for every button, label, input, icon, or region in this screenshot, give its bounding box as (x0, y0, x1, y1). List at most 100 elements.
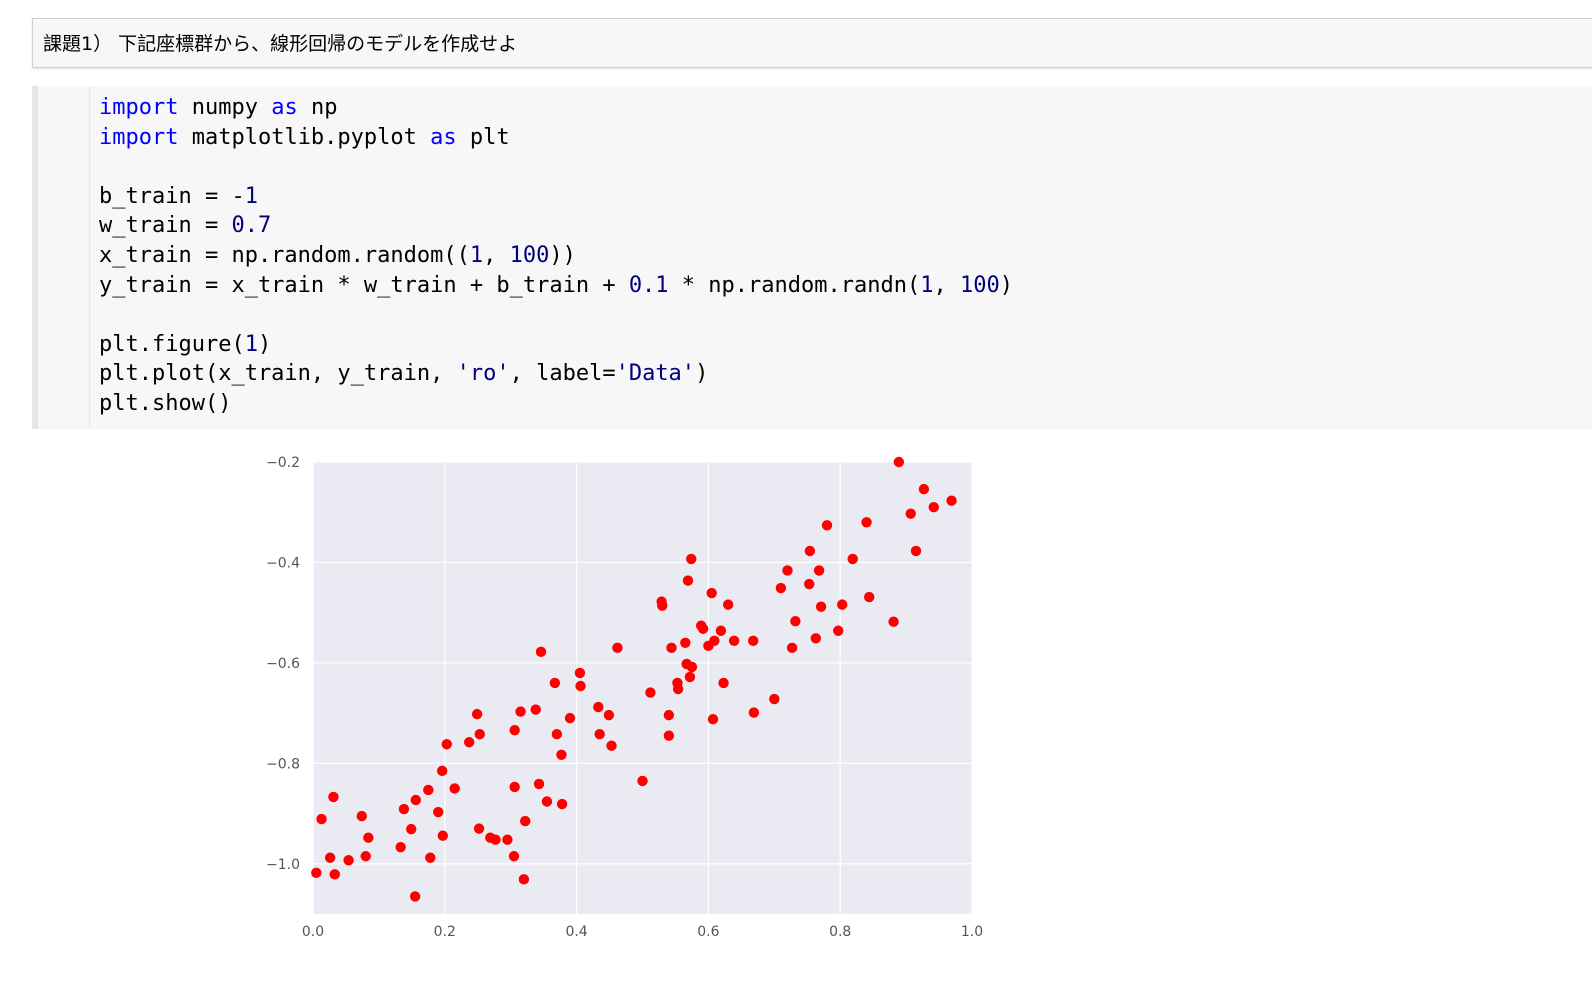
data-point (769, 693, 780, 705)
code-token: )) (549, 242, 576, 268)
code-token: y_train = x_train * w_train + b_train + (99, 272, 629, 298)
data-point (748, 707, 760, 718)
code-editor[interactable]: import numpy as np import matplotlib.pypl… (99, 93, 1013, 419)
code-token: ) (695, 361, 709, 387)
data-point (680, 637, 691, 648)
code-token: 1 (244, 331, 258, 357)
scatter-plot: 0.0 0.2 0.4 0.6 0.8 1.0 −0.2 −0.4 −0.6 −0.8 −1.0 (266, 455, 983, 940)
data-point (519, 815, 531, 827)
data-point (804, 545, 816, 557)
code-line: plt.figure(1) (99, 330, 1013, 360)
data-point (863, 591, 875, 603)
markdown-cell[interactable]: 課題1） 下記座標群から、線形回帰のモデルを作成せよ (32, 18, 1592, 68)
data-point (395, 842, 406, 853)
code-token: plt.show() (99, 390, 232, 416)
data-point (606, 740, 617, 751)
data-point (556, 749, 567, 760)
code-token: 'Data' (615, 361, 696, 387)
data-point (515, 706, 526, 717)
data-point (363, 832, 374, 843)
data-point (815, 601, 827, 612)
data-point (433, 806, 444, 818)
data-point (928, 502, 939, 513)
code-cell[interactable]: import numpy as np import matplotlib.pypl… (32, 86, 1592, 429)
code-token: ) (999, 272, 1013, 298)
data-point (718, 677, 729, 689)
code-line: plt.plot(x_train, y_train, 'ro', label='… (99, 359, 1013, 389)
data-point (645, 687, 656, 698)
data-point (786, 642, 798, 654)
code-token: import (99, 124, 179, 150)
code-token: , label= (509, 361, 616, 387)
data-point (804, 578, 815, 590)
x-tick-label: 0.8 (829, 924, 851, 940)
data-point (574, 667, 586, 679)
code-token: numpy (178, 95, 272, 120)
output-plot: 0.0 0.2 0.4 0.6 0.8 1.0 −0.2 −0.4 −0.6 −0.8 −1.0 (0, 432, 1000, 952)
code-token: , (933, 272, 960, 298)
code-token: ) (257, 331, 272, 357)
code-token: 1 (469, 242, 484, 268)
code-token: , (483, 242, 510, 268)
code-line: y_train = x_train * w_train + b_train + … (99, 271, 1013, 301)
grid-lines (312, 461, 973, 914)
data-point (663, 730, 675, 741)
code-token: plt (456, 124, 510, 150)
data-point (821, 520, 833, 531)
code-token: np (297, 95, 338, 120)
data-point (328, 791, 339, 803)
data-point (905, 508, 916, 519)
y-tick-label: −0.6 (266, 656, 300, 672)
data-point (748, 635, 759, 646)
data-point (535, 646, 547, 658)
data-point (657, 600, 668, 611)
code-token: matplotlib.pyplot (178, 124, 431, 150)
data-point (441, 739, 452, 750)
code-token: b_train = - (99, 183, 245, 209)
data-point (888, 616, 899, 627)
code-token: plt.figure( (99, 331, 245, 357)
y-tick-label: −0.2 (266, 455, 300, 471)
code-line (99, 152, 1013, 182)
data-point (533, 778, 545, 790)
code-token: * np.random.randn( (668, 272, 921, 298)
data-point (556, 798, 568, 810)
data-point (575, 680, 586, 692)
code-line: plt.show() (99, 389, 1013, 419)
data-point (663, 709, 675, 721)
data-point (425, 852, 436, 863)
data-point (728, 635, 740, 646)
data-point (311, 867, 322, 879)
data-points (311, 456, 957, 902)
code-token: 'ro' (456, 361, 510, 387)
data-point (813, 565, 825, 576)
code-token: 1 (920, 272, 934, 298)
data-point (706, 587, 717, 599)
code-token: 0.7 (231, 213, 272, 239)
plot-area (313, 462, 972, 914)
data-point (893, 456, 905, 468)
prompt-gutter-divider (89, 86, 90, 429)
data-point (437, 830, 449, 841)
data-point (847, 553, 858, 565)
data-point (509, 724, 520, 736)
data-point (509, 781, 520, 793)
data-point (436, 765, 448, 777)
x-tick-label: 0.0 (302, 924, 324, 940)
data-point (910, 545, 922, 557)
data-point (541, 796, 553, 807)
data-point (707, 713, 719, 725)
data-point (594, 729, 605, 740)
code-line: b_train = -1 (99, 182, 1013, 212)
data-point (474, 729, 485, 740)
x-tick-label: 0.6 (697, 924, 719, 940)
code-token: plt.plot(x_train, y_train, (99, 361, 457, 387)
y-tick-label: −0.8 (266, 756, 300, 772)
data-point (682, 575, 694, 586)
code-token: w_train = (99, 213, 232, 239)
data-point (833, 625, 844, 636)
data-point (356, 810, 367, 822)
data-point (530, 704, 541, 715)
data-point (473, 823, 485, 834)
assignment-heading: 課題1） 下記座標群から、線形回帰のモデルを作成せよ (43, 33, 518, 55)
